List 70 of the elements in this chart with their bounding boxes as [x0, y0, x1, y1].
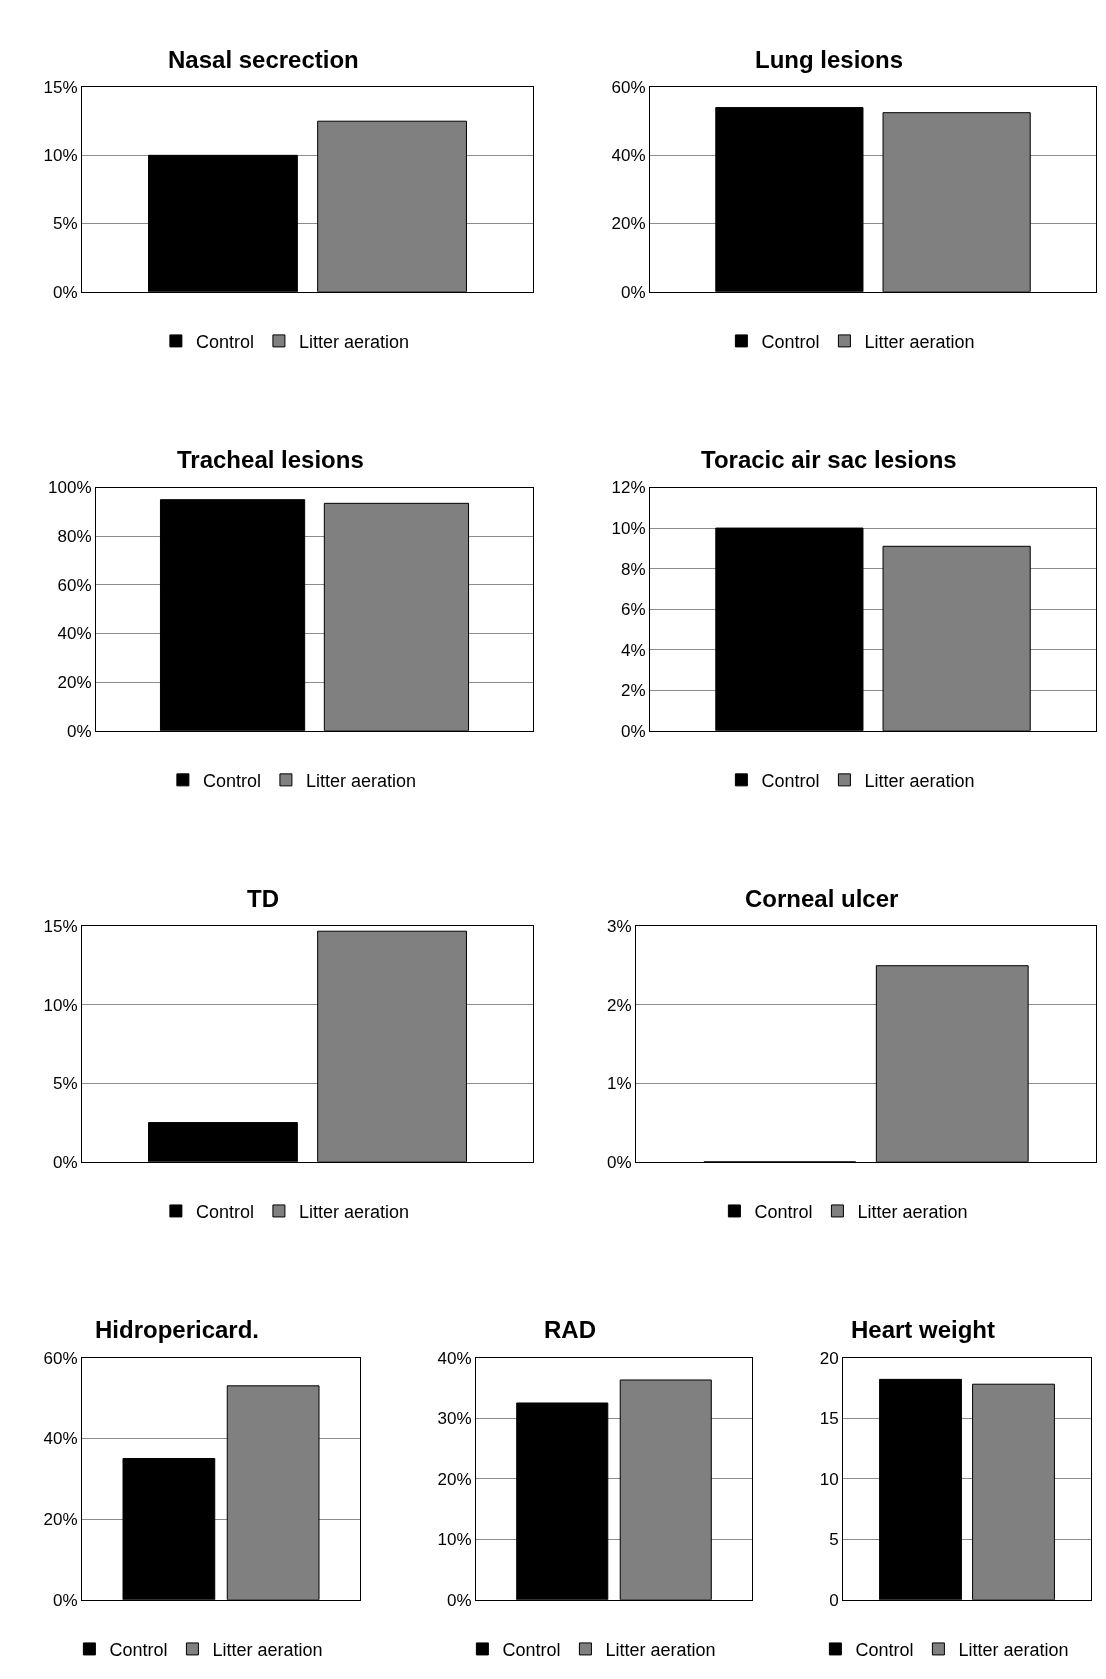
chart-title: Tracheal lesions	[177, 446, 364, 473]
chart-title: Heart weight	[851, 1316, 996, 1343]
y-tick-label: 0%	[67, 721, 92, 741]
chart-title: Lung lesions	[755, 46, 904, 73]
y-tick-label: 100%	[48, 478, 92, 498]
legend-label: Litter aeration	[298, 331, 409, 352]
chart-title: Nasal secrection	[168, 46, 359, 73]
y-tick-label: 0	[829, 1590, 839, 1610]
y-tick-label: 0%	[607, 1152, 632, 1172]
y-tick-label: 10%	[43, 146, 78, 166]
chart-title: Hidropericard.	[95, 1316, 260, 1343]
y-tick-label: 0%	[53, 1152, 78, 1172]
legend-label: Control	[855, 1639, 914, 1660]
y-tick-label: 8%	[621, 559, 646, 579]
y-tick-label: 5	[829, 1530, 839, 1550]
legend-label: Litter aeration	[305, 770, 416, 791]
y-tick-label: 6%	[621, 600, 646, 620]
y-tick-label: 12%	[611, 478, 646, 498]
y-tick-label: 0%	[53, 282, 78, 302]
y-tick-label: 20%	[43, 1510, 78, 1529]
legend-label: Control	[761, 770, 820, 791]
y-tick-label: 15%	[43, 78, 78, 98]
y-tick-label: 40%	[611, 146, 646, 166]
y-tick-label: 60%	[611, 78, 646, 98]
y-tick-label: 10%	[43, 995, 78, 1015]
legend-label: Control	[754, 1201, 813, 1222]
y-tick-label: 40%	[43, 1429, 78, 1449]
chart-title: Toracic air sac lesions	[701, 446, 957, 473]
legend-label: Litter aeration	[212, 1639, 323, 1660]
legend-label: Litter aeration	[958, 1639, 1069, 1660]
legend-label: Control	[502, 1639, 561, 1660]
y-tick-label: 80%	[57, 527, 92, 547]
legend-label: Control	[109, 1639, 168, 1660]
chart-title: RAD	[544, 1316, 596, 1343]
y-tick-label: 1%	[607, 1074, 632, 1094]
y-tick-label: 20	[819, 1348, 839, 1368]
y-tick-label: 2%	[621, 681, 646, 701]
legend-label: Litter aeration	[864, 770, 975, 791]
y-tick-label: 0%	[621, 721, 646, 741]
y-tick-label: 30%	[437, 1409, 472, 1429]
y-tick-label: 20%	[437, 1469, 472, 1489]
legend-label: Control	[195, 1201, 254, 1222]
y-tick-label: 15	[819, 1409, 839, 1429]
legend-label: Litter aeration	[864, 331, 975, 352]
legend-label: Control	[761, 331, 820, 352]
y-tick-label: 5%	[53, 1074, 78, 1094]
y-tick-label: 2%	[607, 995, 632, 1015]
y-tick-label: 5%	[53, 214, 78, 234]
legend-label: Control	[195, 331, 254, 352]
y-tick-label: 10	[819, 1469, 839, 1489]
legend-label: Litter aeration	[298, 1201, 409, 1222]
y-tick-label: 20%	[57, 673, 92, 693]
y-tick-label: 4%	[621, 640, 646, 660]
chart-title: Corneal ulcer	[745, 885, 899, 912]
y-tick-label: 40%	[437, 1348, 472, 1368]
y-tick-label: 10%	[437, 1530, 472, 1550]
y-tick-label: 10%	[611, 519, 646, 539]
y-tick-label: 40%	[57, 624, 92, 644]
y-tick-label: 3%	[607, 917, 632, 937]
y-tick-label: 0%	[53, 1590, 78, 1610]
legend-label: Litter aeration	[857, 1201, 968, 1222]
y-tick-label: 15%	[43, 917, 78, 937]
chart-title: TD	[247, 885, 279, 912]
y-tick-label: 0%	[447, 1590, 472, 1610]
y-tick-label: 60%	[43, 1348, 78, 1368]
y-tick-label: 0%	[621, 282, 646, 302]
legend-label: Litter aeration	[605, 1639, 716, 1660]
legend-label: Control	[202, 770, 261, 791]
y-tick-label: 60%	[57, 575, 92, 595]
y-tick-label: 20%	[611, 214, 646, 234]
